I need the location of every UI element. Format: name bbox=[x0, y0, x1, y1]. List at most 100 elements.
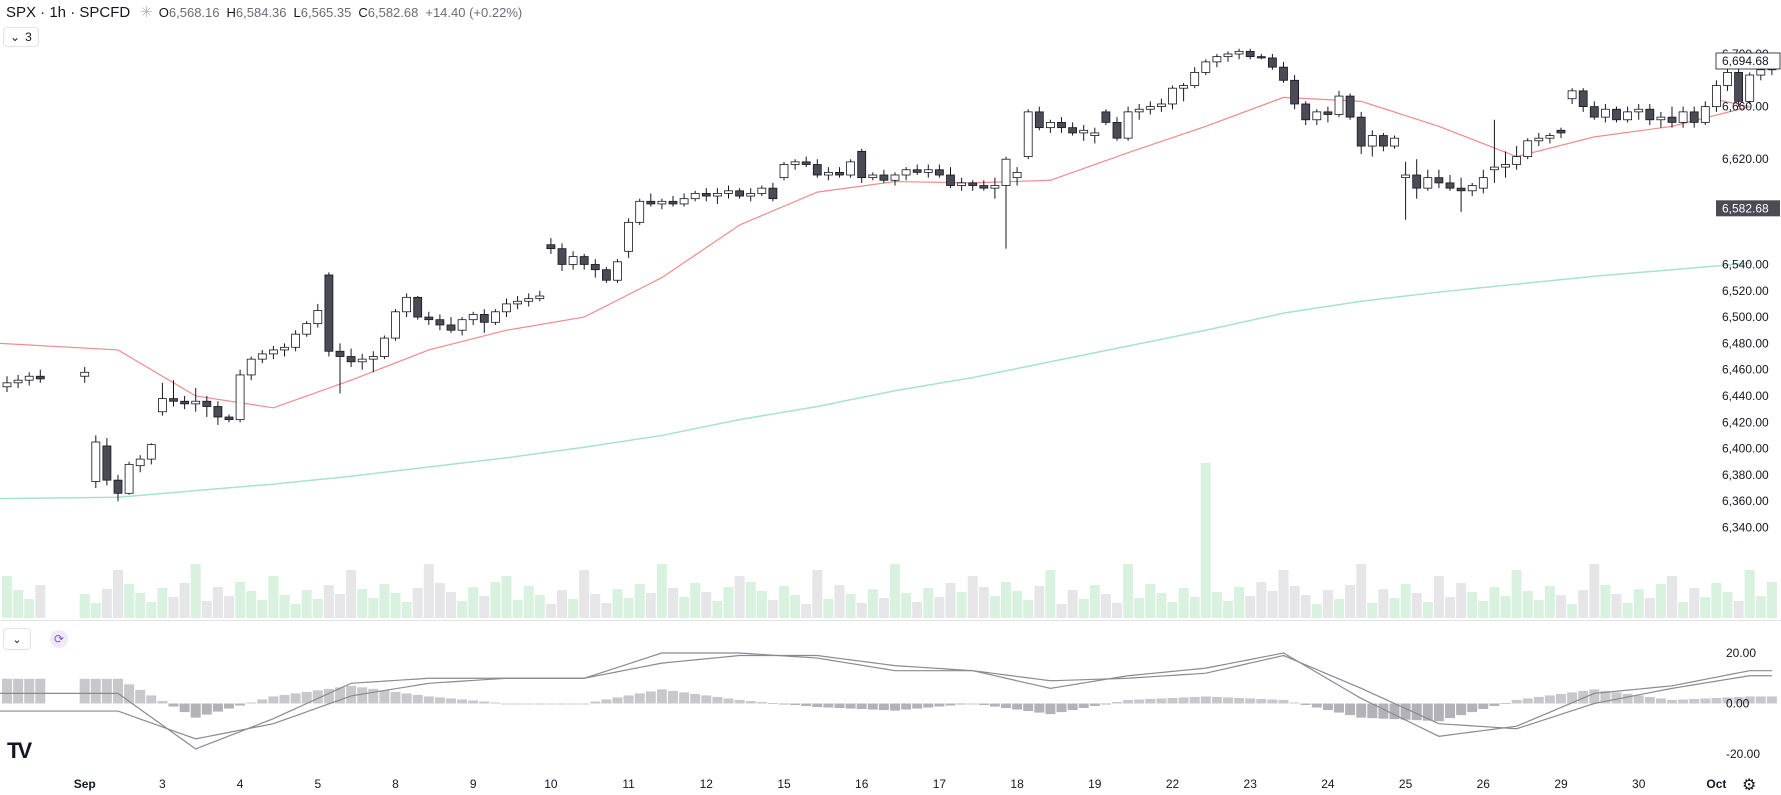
volume-bar bbox=[35, 585, 46, 618]
signal-line bbox=[0, 654, 1772, 740]
volume-bar bbox=[246, 591, 257, 618]
price-axis[interactable]: 6,700.006,660.006,620.006,540.006,520.00… bbox=[1715, 47, 1781, 535]
macd-histogram-bar bbox=[90, 678, 101, 704]
macd-histogram-bar bbox=[335, 687, 345, 704]
macd-histogram-bar bbox=[1766, 696, 1777, 704]
volume-bar bbox=[634, 584, 645, 618]
volume-bar bbox=[989, 596, 1000, 618]
volume-bar bbox=[1411, 593, 1422, 618]
macd-histogram-bar bbox=[756, 701, 767, 704]
volume-bar bbox=[1600, 585, 1611, 618]
macd-histogram-bar bbox=[934, 703, 945, 707]
candle-body bbox=[2, 382, 12, 388]
time-axis-label: 5 bbox=[314, 777, 321, 791]
indicators-toggle-button[interactable]: ⌄ 3 bbox=[3, 27, 39, 47]
volume-bar bbox=[357, 589, 368, 618]
candle-body bbox=[324, 274, 334, 352]
symbol-title[interactable]: SPX · 1h · SPCFD bbox=[6, 3, 131, 21]
volume-bar bbox=[13, 590, 24, 618]
macd-histogram-bar bbox=[1611, 692, 1622, 704]
volume-bar bbox=[823, 599, 834, 618]
macd-histogram-bar bbox=[379, 690, 390, 704]
macd-histogram-bar bbox=[601, 699, 612, 704]
macd-histogram-bar bbox=[845, 703, 856, 709]
macd-histogram-bar bbox=[479, 701, 490, 704]
time-axis-label: 29 bbox=[1554, 777, 1568, 791]
macd-line bbox=[0, 652, 1772, 750]
candle-body bbox=[1090, 132, 1100, 136]
candle-body bbox=[313, 310, 323, 325]
volume-bar bbox=[1023, 600, 1034, 618]
macd-histogram-bar bbox=[634, 693, 645, 704]
settings-gear-icon[interactable]: ⚙ bbox=[1742, 777, 1757, 794]
macd-histogram-bar bbox=[923, 703, 934, 708]
candle-body bbox=[257, 353, 267, 360]
time-axis-label: 26 bbox=[1477, 777, 1491, 791]
candle-body bbox=[779, 164, 789, 179]
macd-histogram-bar bbox=[668, 690, 678, 704]
candle-body bbox=[1345, 95, 1355, 118]
candle-body bbox=[1079, 129, 1089, 134]
macd-histogram-bar bbox=[1300, 703, 1311, 706]
macd-histogram-bar bbox=[1278, 699, 1289, 704]
candle-body bbox=[1423, 177, 1433, 189]
volume-bar bbox=[1667, 576, 1677, 618]
candle-body bbox=[646, 200, 656, 205]
macd-histogram-bar bbox=[101, 678, 112, 704]
candle-body bbox=[302, 323, 312, 335]
refresh-icon[interactable]: ⟳ bbox=[50, 630, 68, 648]
volume-bar bbox=[301, 590, 312, 618]
macd-histogram-bar bbox=[878, 703, 889, 711]
volume-bar bbox=[390, 593, 401, 618]
macd-histogram-bar bbox=[1334, 703, 1344, 713]
tradingview-logo-icon[interactable]: TV bbox=[7, 738, 32, 763]
candle-body bbox=[713, 193, 722, 197]
volume-bar bbox=[1200, 463, 1211, 618]
macd-histogram-bar bbox=[1422, 703, 1433, 721]
candle-body bbox=[1578, 90, 1588, 108]
candle-body bbox=[579, 256, 589, 265]
candle-body bbox=[513, 300, 522, 305]
candle-body bbox=[1678, 111, 1688, 123]
high-value: 6,584.36 bbox=[235, 4, 287, 20]
macd-histogram-bar bbox=[201, 703, 212, 715]
candle-body bbox=[1157, 103, 1166, 108]
volume-bar bbox=[1489, 587, 1500, 618]
volume-bar bbox=[668, 588, 678, 618]
volume-bar bbox=[1134, 598, 1145, 618]
candle-body bbox=[24, 375, 34, 381]
macd-histogram-bar bbox=[1589, 689, 1600, 704]
macd-histogram-bar bbox=[612, 697, 623, 704]
macd-histogram-bar bbox=[745, 700, 756, 704]
candle-body bbox=[1634, 108, 1644, 113]
volume-bar bbox=[557, 590, 567, 618]
volume-bar bbox=[1034, 586, 1045, 618]
macd-histogram-bar bbox=[1433, 703, 1444, 722]
macd-histogram-bar bbox=[1678, 699, 1689, 704]
snowflake-icon[interactable]: ✳ bbox=[140, 4, 153, 21]
volume-bar bbox=[446, 592, 456, 618]
volume-bar bbox=[767, 600, 778, 618]
candle-body bbox=[1212, 56, 1222, 63]
volume-bar bbox=[1533, 600, 1544, 618]
candle-body bbox=[1712, 85, 1721, 108]
macd-histogram-bar bbox=[1223, 697, 1233, 704]
macd-axis[interactable]: 20.00 0.00 -20.00 bbox=[1726, 646, 1760, 761]
macd-histogram-bar bbox=[1256, 698, 1267, 704]
candle-body bbox=[968, 182, 978, 186]
price-axis-label: 6,480.00 bbox=[1722, 336, 1769, 350]
volume-bar bbox=[1400, 584, 1411, 618]
macd-histogram-bar bbox=[1067, 703, 1078, 711]
macd-histogram-bar bbox=[401, 693, 412, 704]
macd-histogram-bar bbox=[135, 689, 146, 704]
macd-collapse-button[interactable]: ⌄ bbox=[3, 628, 31, 650]
volume-bar bbox=[523, 586, 534, 618]
candle-body bbox=[690, 193, 700, 200]
candle-body bbox=[135, 458, 145, 467]
macd-histogram-bar bbox=[723, 698, 734, 704]
candle-body bbox=[368, 356, 378, 360]
time-axis[interactable]: Sep 3 4 5 8 9 10 11 12 15 16 17 18 19 22 23 24 25 26 29 30 Oc… bbox=[74, 777, 1727, 791]
macd-histogram-bar bbox=[1012, 703, 1023, 710]
macd-histogram-bar bbox=[1522, 698, 1533, 704]
